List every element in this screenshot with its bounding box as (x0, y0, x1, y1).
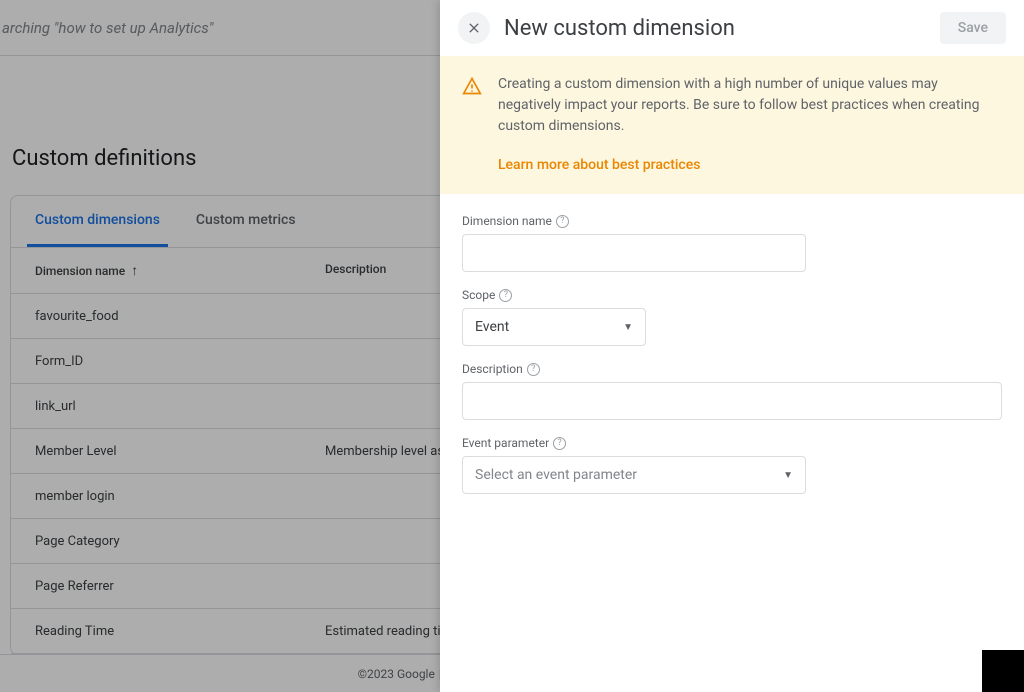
help-icon[interactable]: ? (527, 363, 540, 376)
warning-icon (462, 76, 482, 176)
dimension-name-label: Dimension name (462, 214, 552, 228)
close-button[interactable] (458, 12, 490, 44)
help-icon[interactable]: ? (553, 437, 566, 450)
tab-custom-metrics[interactable]: Custom metrics (188, 196, 304, 247)
form: Dimension name ? Scope? Event ▼ Descript… (440, 194, 1024, 514)
help-icon[interactable]: ? (556, 215, 569, 228)
warning-box: Creating a custom dimension with a high … (440, 56, 1024, 194)
scope-label: Scope (462, 288, 495, 302)
close-icon (466, 20, 482, 36)
panel-header: New custom dimension Save (440, 0, 1024, 56)
help-icon[interactable]: ? (499, 289, 512, 302)
search-hint-text: arching "how to set up Analytics" (2, 19, 213, 37)
description-input[interactable] (462, 382, 1002, 420)
panel-title: New custom dimension (504, 16, 926, 41)
sort-asc-icon[interactable]: ↑ (131, 262, 138, 279)
col-dimension-name[interactable]: Dimension name (35, 264, 125, 278)
tab-custom-dimensions[interactable]: Custom dimensions (27, 196, 168, 247)
scope-select[interactable]: Event ▼ (462, 308, 646, 346)
dimension-name-input[interactable] (462, 234, 806, 272)
learn-more-link[interactable]: Learn more about best practices (498, 155, 1002, 176)
chevron-down-icon: ▼ (783, 470, 793, 481)
new-dimension-panel: New custom dimension Save Creating a cus… (440, 0, 1024, 692)
warning-text: Creating a custom dimension with a high … (498, 74, 1002, 176)
black-corner (982, 650, 1024, 692)
event-parameter-label: Event parameter (462, 436, 549, 450)
chevron-down-icon: ▼ (623, 322, 633, 333)
copyright: ©2023 Google (358, 667, 435, 681)
description-label: Description (462, 362, 523, 376)
save-button[interactable]: Save (940, 12, 1006, 44)
event-parameter-select[interactable]: Select an event parameter ▼ (462, 456, 806, 494)
